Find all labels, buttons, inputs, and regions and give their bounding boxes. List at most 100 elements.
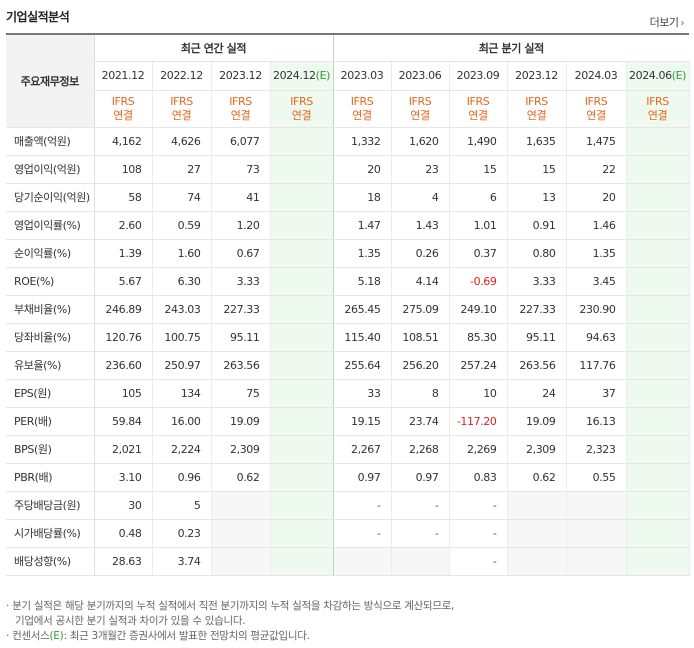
table-cell: 0.97 bbox=[391, 463, 450, 492]
ifrs-label: IFRS 연결 bbox=[566, 90, 627, 128]
table-cell: 94.63 bbox=[566, 323, 627, 352]
table-cell: 16.13 bbox=[566, 407, 627, 436]
row-label: 당기순이익(억원) bbox=[6, 183, 95, 212]
table-cell: 2,309 bbox=[507, 435, 567, 464]
table-cell: 3.33 bbox=[507, 267, 567, 296]
table-cell: 58 bbox=[94, 183, 153, 212]
table-cell: 1.39 bbox=[94, 239, 153, 268]
period-header: 2024.03 bbox=[566, 61, 627, 91]
table-cell: 1.35 bbox=[566, 239, 627, 268]
period-header: 2023.12 bbox=[507, 61, 567, 91]
row-label: 당좌비율(%) bbox=[6, 323, 95, 352]
table-cell: -0.69 bbox=[449, 267, 508, 296]
table-cell: 3.10 bbox=[94, 463, 153, 492]
more-link[interactable]: 더보기 › bbox=[649, 14, 685, 30]
table-cell bbox=[626, 547, 690, 576]
table-row: 유보율(%) 236.60 250.97 263.56 255.64 256.20 257.… bbox=[6, 351, 690, 380]
table-cell: 1,620 bbox=[391, 127, 450, 156]
table-cell: 2,269 bbox=[449, 435, 508, 464]
period-header: 2023.09 bbox=[449, 61, 508, 91]
table-cell: 100.75 bbox=[152, 323, 212, 352]
table-row: 순이익률(%) 1.39 1.60 0.67 1.35 0.26 0.37 0.80 1.35 bbox=[6, 239, 690, 268]
table-row: 부채비율(%) 246.89 243.03 227.33 265.45 275.09 249… bbox=[6, 294, 690, 324]
row-label: 배당성향(%) bbox=[6, 547, 95, 576]
table-cell bbox=[270, 435, 334, 464]
table-cell: 2,021 bbox=[94, 435, 153, 464]
table-cell: 4 bbox=[391, 183, 450, 212]
table-cell: 2,323 bbox=[566, 435, 627, 464]
period-label: 2023.06 bbox=[398, 69, 442, 82]
row-label: 유보율(%) bbox=[6, 351, 95, 380]
table-cell: 243.03 bbox=[152, 294, 212, 324]
table-cell: 263.56 bbox=[211, 351, 271, 380]
row-label: 주당배당금(원) bbox=[6, 490, 95, 520]
ifrs-label: IFRS 연결 bbox=[270, 90, 334, 128]
table-cell: 0.97 bbox=[333, 463, 392, 492]
table-cell: 3.74 bbox=[152, 547, 212, 576]
table-cell: 73 bbox=[211, 155, 271, 184]
more-label: 더보기 bbox=[649, 16, 679, 29]
table-cell: - bbox=[449, 519, 508, 548]
note-estimate-mark: (E) bbox=[49, 630, 64, 642]
table-row: 배당성향(%) 28.63 3.74 - bbox=[6, 547, 690, 576]
period-label: 2023.03 bbox=[340, 69, 384, 82]
table-cell: 30 bbox=[94, 490, 153, 520]
table-cell bbox=[626, 210, 690, 240]
period-label: 2024.03 bbox=[574, 69, 618, 82]
note-line-2: 기업에서 공시한 분기 실적과 차이가 있을 수 있습니다. bbox=[15, 615, 246, 627]
table-cell bbox=[626, 435, 690, 464]
table-cell: 0.23 bbox=[152, 519, 212, 548]
table-cell bbox=[211, 490, 271, 520]
table-cell bbox=[626, 378, 690, 408]
table-cell: -117.20 bbox=[449, 407, 508, 436]
table-cell: 2,309 bbox=[211, 435, 271, 464]
table-cell bbox=[626, 351, 690, 380]
table-cell: 236.60 bbox=[94, 351, 153, 380]
table-cell: 256.20 bbox=[391, 351, 450, 380]
table-cell: - bbox=[391, 490, 450, 520]
table-cell: 0.62 bbox=[211, 463, 271, 492]
group-annual-header: 최근 연간 실적 bbox=[94, 33, 334, 62]
table-cell bbox=[270, 155, 334, 184]
table-cell: 5.67 bbox=[94, 267, 153, 296]
table-cell: 275.09 bbox=[391, 294, 450, 324]
ifrs-label: IFRS 연결 bbox=[391, 90, 450, 128]
table-cell bbox=[507, 547, 567, 576]
table-row: PER(배) 59.84 16.00 19.09 19.15 23.74 -117.20 19… bbox=[6, 407, 690, 436]
note-consensus-label: · 컨센서스 bbox=[6, 630, 50, 642]
table-cell: 75 bbox=[211, 378, 271, 408]
table-cell: 3.33 bbox=[211, 267, 271, 296]
table-cell: 255.64 bbox=[333, 351, 392, 380]
table-cell: - bbox=[449, 490, 508, 520]
table-cell bbox=[626, 323, 690, 352]
table-cell: 23.74 bbox=[391, 407, 450, 436]
table-cell: 0.80 bbox=[507, 239, 567, 268]
table-cell: 19.15 bbox=[333, 407, 392, 436]
table-cell bbox=[270, 519, 334, 548]
group-quarter-header: 최근 분기 실적 bbox=[333, 33, 690, 62]
table-cell bbox=[270, 407, 334, 436]
ifrs-header-row: IFRS 연결 IFRS 연결 IFRS 연결 IFRS 연결 IFRS 연결 IFRS 연결 IFRS… bbox=[6, 90, 690, 128]
table-cell: 33 bbox=[333, 378, 392, 408]
table-cell bbox=[626, 490, 690, 520]
footnotes: · 분기 실적은 해당 분기까지의 누적 실적에서 직전 분기까지의 누적 실적… bbox=[6, 599, 454, 644]
table-cell bbox=[270, 463, 334, 492]
table-cell bbox=[507, 519, 567, 548]
period-header: 2024.06(E) bbox=[626, 61, 690, 91]
table-cell bbox=[391, 547, 450, 576]
table-cell: 230.90 bbox=[566, 294, 627, 324]
table-cell: 1,635 bbox=[507, 127, 567, 156]
row-label: 시가배당률(%) bbox=[6, 519, 95, 548]
table-cell bbox=[270, 351, 334, 380]
table-row: EPS(원) 105 134 75 33 8 10 24 37 bbox=[6, 378, 690, 408]
row-label: 순이익률(%) bbox=[6, 239, 95, 268]
note-line-1: · 분기 실적은 해당 분기까지의 누적 실적에서 직전 분기까지의 누적 실적… bbox=[6, 600, 455, 612]
table-row: PBR(배) 3.10 0.96 0.62 0.97 0.97 0.83 0.62 0.55 bbox=[6, 463, 690, 492]
table-cell: 108.51 bbox=[391, 323, 450, 352]
table-cell: 0.59 bbox=[152, 210, 212, 240]
table-cell: 249.10 bbox=[449, 294, 508, 324]
table-cell bbox=[270, 267, 334, 296]
table-cell: 2,268 bbox=[391, 435, 450, 464]
table-cell: 27 bbox=[152, 155, 212, 184]
table-cell bbox=[626, 127, 690, 156]
